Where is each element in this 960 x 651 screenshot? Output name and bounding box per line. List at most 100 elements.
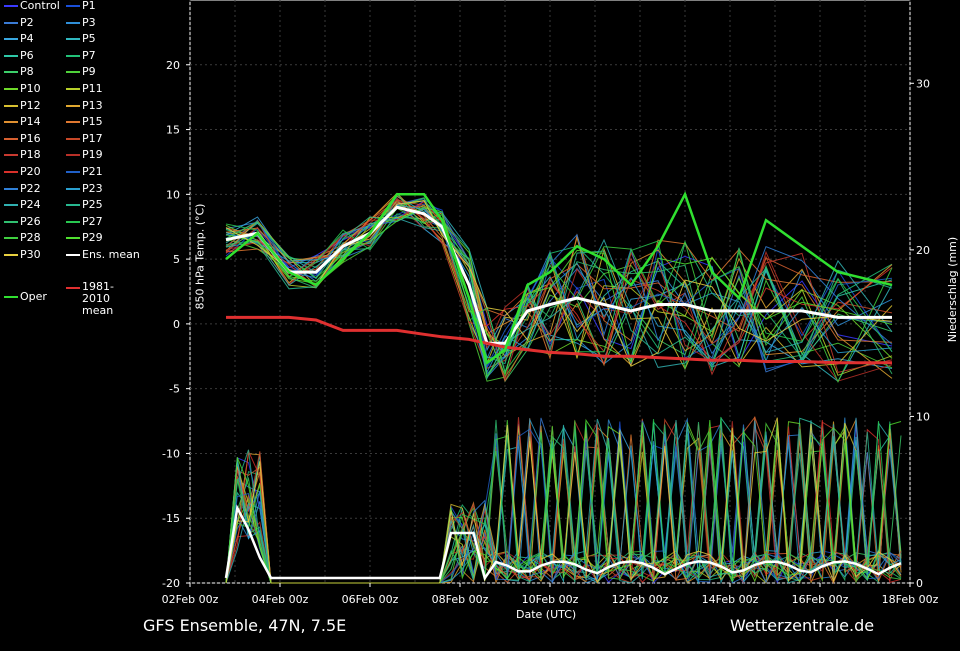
legend-swatch xyxy=(4,54,18,57)
y-tick-label: 10 xyxy=(166,188,180,201)
y2-ticks: 0 10 20 30 xyxy=(910,77,930,590)
legend-swatch xyxy=(66,88,80,90)
legend-label: P22 xyxy=(20,181,41,195)
x-tick-label: 12Feb 00z xyxy=(612,593,669,606)
legend-label: P23 xyxy=(82,181,103,195)
x-tick-label: 10Feb 00z xyxy=(522,593,579,606)
legend-swatch xyxy=(4,254,18,256)
footer-site-label: Wetterzentrale.de xyxy=(730,616,875,635)
y-axis-title: 850 hPa Temp. (°C) xyxy=(193,203,207,310)
legend-label: P15 xyxy=(82,115,103,129)
legend-label: P5 xyxy=(82,32,96,46)
legend-swatch xyxy=(66,287,80,290)
legend-swatch xyxy=(4,121,18,124)
precip-line-p30 xyxy=(225,417,902,584)
legend-label: P29 xyxy=(82,231,103,245)
legend-swatch xyxy=(4,104,18,107)
y-tick-label: 5 xyxy=(173,253,180,266)
legend-label: Control xyxy=(20,0,60,12)
ensemble-line-p9 xyxy=(225,207,893,382)
x-axis-title: Date (UTC) xyxy=(516,608,577,621)
x-tick-label: 02Feb 00z xyxy=(162,593,219,606)
legend-swatch xyxy=(4,204,18,207)
legend-swatch xyxy=(4,237,18,240)
legend-label: 1981-2010 mean xyxy=(82,280,114,318)
legend-swatch xyxy=(66,220,80,223)
legend-label: P27 xyxy=(82,214,103,228)
ensemble-line-p22 xyxy=(225,208,893,375)
legend-label: P24 xyxy=(20,198,41,212)
legend-swatch xyxy=(66,54,80,57)
legend-label: P20 xyxy=(20,165,41,178)
legend-swatch xyxy=(4,5,18,7)
y2-axis-title: Niederschlag (mm) xyxy=(946,236,960,343)
y2-tick-label: 0 xyxy=(916,577,923,590)
legend-swatch xyxy=(66,171,80,173)
y-tick-label: -10 xyxy=(162,447,180,460)
legend-swatch xyxy=(66,237,80,240)
legend-swatch xyxy=(4,38,18,41)
legend-swatch xyxy=(4,154,18,157)
legend-label: P17 xyxy=(82,131,103,145)
legend-swatch xyxy=(66,5,80,7)
legend-label: P8 xyxy=(20,65,34,79)
legend-label: P19 xyxy=(82,148,103,162)
legend-label: P16 xyxy=(20,131,41,145)
legend-swatch xyxy=(66,21,80,24)
legend: Control P1 P2 P3 P4 P5 P6 P7 P8 P9 P10 P11 P12 P13 P14… xyxy=(0,0,170,317)
legend-label: P21 xyxy=(82,165,103,178)
y2-tick-label: 30 xyxy=(916,77,930,90)
legend-swatch xyxy=(4,295,18,298)
x-tick-label: 18Feb 00z xyxy=(882,593,939,606)
footer-model-label: GFS Ensemble, 47N, 7.5E xyxy=(143,616,347,635)
legend-swatch xyxy=(66,38,80,41)
legend-swatch xyxy=(66,121,80,124)
ensemble-line-p29 xyxy=(225,207,893,377)
legend-label: P2 xyxy=(20,15,34,29)
x-tick-label: 06Feb 00z xyxy=(342,593,399,606)
legend-label: P28 xyxy=(20,231,41,245)
legend-swatch xyxy=(4,137,18,140)
legend-label: P26 xyxy=(20,214,41,228)
y-tick-label: 15 xyxy=(166,124,180,137)
series-line-oper xyxy=(225,191,893,365)
series-lines xyxy=(224,191,902,581)
legend-label: P4 xyxy=(20,32,34,46)
legend-label: Oper xyxy=(20,289,47,303)
legend-swatch xyxy=(66,154,80,157)
y2-tick-label: 20 xyxy=(916,244,930,257)
legend-label: P3 xyxy=(82,15,96,29)
x-tick-label: 16Feb 00z xyxy=(792,593,849,606)
y-tick-label: -20 xyxy=(162,577,180,590)
legend-label: P14 xyxy=(20,115,41,129)
y2-tick-label: 10 xyxy=(916,410,930,423)
x-tick-label: 08Feb 00z xyxy=(432,593,489,606)
y-ticks: -20 -15 -10 -5 0 5 10 15 20 xyxy=(162,59,190,590)
series-line-ens-mean xyxy=(225,205,892,345)
x-tick-label: 14Feb 00z xyxy=(702,593,759,606)
legend-label: P10 xyxy=(20,82,41,95)
x-ticks: 02Feb 00z 04Feb 00z 06Feb 00z 08Feb 00z 10Fe… xyxy=(162,583,939,606)
precip-mean-line xyxy=(224,504,902,581)
legend-swatch xyxy=(66,187,80,190)
x-tick-label: 04Feb 00z xyxy=(252,593,309,606)
legend-label: P12 xyxy=(20,98,41,112)
y-tick-label: -5 xyxy=(169,383,180,396)
legend-swatch xyxy=(66,137,80,140)
legend-label: P13 xyxy=(82,98,103,112)
legend-swatch xyxy=(66,71,80,74)
y-tick-label: -15 xyxy=(162,512,180,525)
legend-swatch xyxy=(4,88,18,90)
legend-swatch xyxy=(66,204,80,207)
legend-label: P6 xyxy=(20,48,34,62)
legend-label: Ens. mean xyxy=(82,248,140,261)
legend-label: P18 xyxy=(20,148,41,162)
legend-label: P9 xyxy=(82,65,96,79)
legend-swatch xyxy=(4,187,18,190)
ensemble-line-p28 xyxy=(225,197,893,384)
y-tick-label: 0 xyxy=(173,318,180,331)
legend-label: P7 xyxy=(82,48,96,62)
legend-swatch xyxy=(4,171,18,173)
